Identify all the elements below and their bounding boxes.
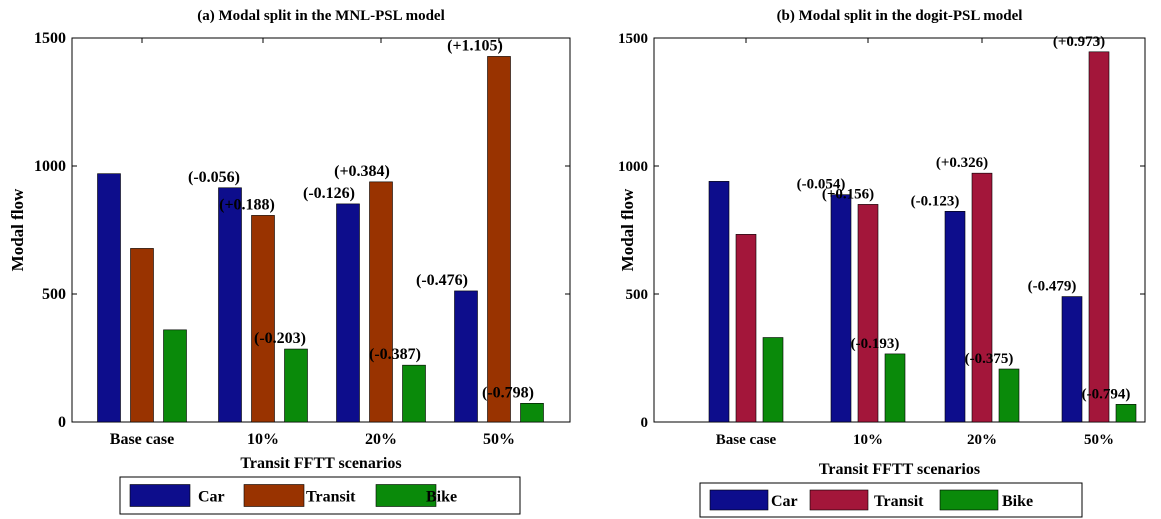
legend-swatch-transit bbox=[243, 484, 305, 507]
y-tick-label: 1500 bbox=[618, 31, 648, 47]
x-axis-label: Transit FFTT scenarios bbox=[819, 461, 980, 478]
y-tick-label: 0 bbox=[58, 414, 66, 431]
legend-label: Transit bbox=[306, 489, 356, 506]
data-label: (-0.056) bbox=[188, 169, 240, 186]
data-label: (+1.105) bbox=[447, 37, 503, 54]
bar-bike bbox=[998, 368, 1020, 423]
legend-swatch-car bbox=[709, 489, 769, 511]
bar-transit bbox=[735, 234, 757, 423]
bar-bike bbox=[762, 337, 784, 423]
y-tick-label: 0 bbox=[641, 415, 649, 431]
bar-car bbox=[708, 181, 730, 423]
x-tick-label: Base case bbox=[110, 431, 174, 448]
x-tick-label: 10% bbox=[247, 431, 279, 448]
legend-label: Transit bbox=[874, 493, 924, 510]
chart-title: (a) Modal split in the MNL-PSL model bbox=[197, 8, 445, 24]
legend-box bbox=[699, 482, 1083, 518]
bar-bike bbox=[402, 364, 426, 423]
data-label: (-0.375) bbox=[965, 351, 1014, 367]
data-label: (-0.126) bbox=[303, 185, 355, 202]
data-label: (+0.188) bbox=[219, 196, 275, 213]
legend-label: Bike bbox=[1002, 493, 1033, 510]
chart-title: (b) Modal split in the dogit-PSL model bbox=[777, 8, 1023, 24]
bar-transit bbox=[857, 204, 879, 423]
bar-bike bbox=[163, 329, 187, 423]
bar-transit bbox=[1088, 51, 1110, 423]
bar-car bbox=[336, 203, 360, 423]
y-tick-label: 1000 bbox=[34, 158, 66, 175]
legend-label: Car bbox=[771, 493, 798, 510]
y-tick-label: 1000 bbox=[618, 159, 648, 175]
chart-b: 0 500 1000 1500 Base case 10% (-0.054)(+0.156)… bbox=[618, 8, 1146, 518]
chart-a: 0 500 1000 1500 Base case 10% (-0.056) (+0.188)… bbox=[8, 8, 571, 515]
bar-car bbox=[830, 194, 852, 423]
x-tick-label: 20% bbox=[365, 431, 397, 448]
bar-car bbox=[1061, 296, 1083, 423]
bar-transit bbox=[369, 181, 393, 423]
legend-swatch-car bbox=[129, 484, 191, 507]
x-axis-label: Transit FFTT scenarios bbox=[240, 455, 401, 472]
x-tick-label: 10% bbox=[853, 432, 883, 448]
bar-bike bbox=[1115, 404, 1137, 423]
bar-car bbox=[218, 187, 242, 423]
data-label: (-0.193) bbox=[851, 336, 900, 352]
bar-transit bbox=[487, 56, 511, 423]
data-label: (-0.794) bbox=[1082, 386, 1131, 402]
data-label: (-0.123) bbox=[911, 193, 960, 209]
bar-bike bbox=[520, 403, 544, 423]
data-label: (+0.156) bbox=[822, 186, 874, 202]
legend-label: Bike bbox=[426, 489, 457, 506]
legend-swatch-transit bbox=[809, 489, 869, 511]
bar-transit bbox=[251, 215, 275, 423]
y-tick-label: 1500 bbox=[34, 30, 66, 47]
data-label: (-0.387) bbox=[369, 346, 421, 363]
x-tick-label: Base case bbox=[716, 432, 777, 448]
bar-bike bbox=[884, 353, 906, 423]
data-label: (-0.054) bbox=[797, 177, 846, 193]
bar-car bbox=[454, 290, 478, 423]
y-axis-label: Modal flow bbox=[618, 188, 637, 271]
data-label: (+0.326) bbox=[936, 155, 988, 171]
legend-label: Car bbox=[198, 489, 225, 506]
data-label: (+0.973) bbox=[1053, 34, 1105, 50]
bar-transit bbox=[130, 248, 154, 423]
data-label: (-0.798) bbox=[482, 384, 534, 401]
y-axis-label: Modal flow bbox=[8, 188, 27, 271]
legend-swatch-bike bbox=[939, 489, 999, 511]
bar-transit bbox=[971, 172, 993, 423]
data-label: (-0.479) bbox=[1028, 279, 1077, 295]
x-tick-label: 20% bbox=[967, 432, 997, 448]
bar-car bbox=[944, 211, 966, 423]
y-tick-label: 500 bbox=[42, 286, 66, 303]
data-label: (+0.384) bbox=[334, 163, 390, 180]
x-tick-label: 50% bbox=[1084, 432, 1114, 448]
legend: Car Transit Bike bbox=[119, 476, 521, 515]
data-label: (-0.476) bbox=[416, 272, 468, 289]
plot-area bbox=[71, 37, 571, 423]
bar-bike bbox=[284, 348, 308, 423]
data-label: (-0.203) bbox=[254, 330, 306, 347]
legend: Car Transit Bike bbox=[699, 482, 1083, 518]
bar-car bbox=[97, 173, 121, 423]
x-tick-label: 50% bbox=[483, 431, 515, 448]
legend-swatch-bike bbox=[375, 484, 437, 507]
y-tick-label: 500 bbox=[626, 287, 649, 303]
